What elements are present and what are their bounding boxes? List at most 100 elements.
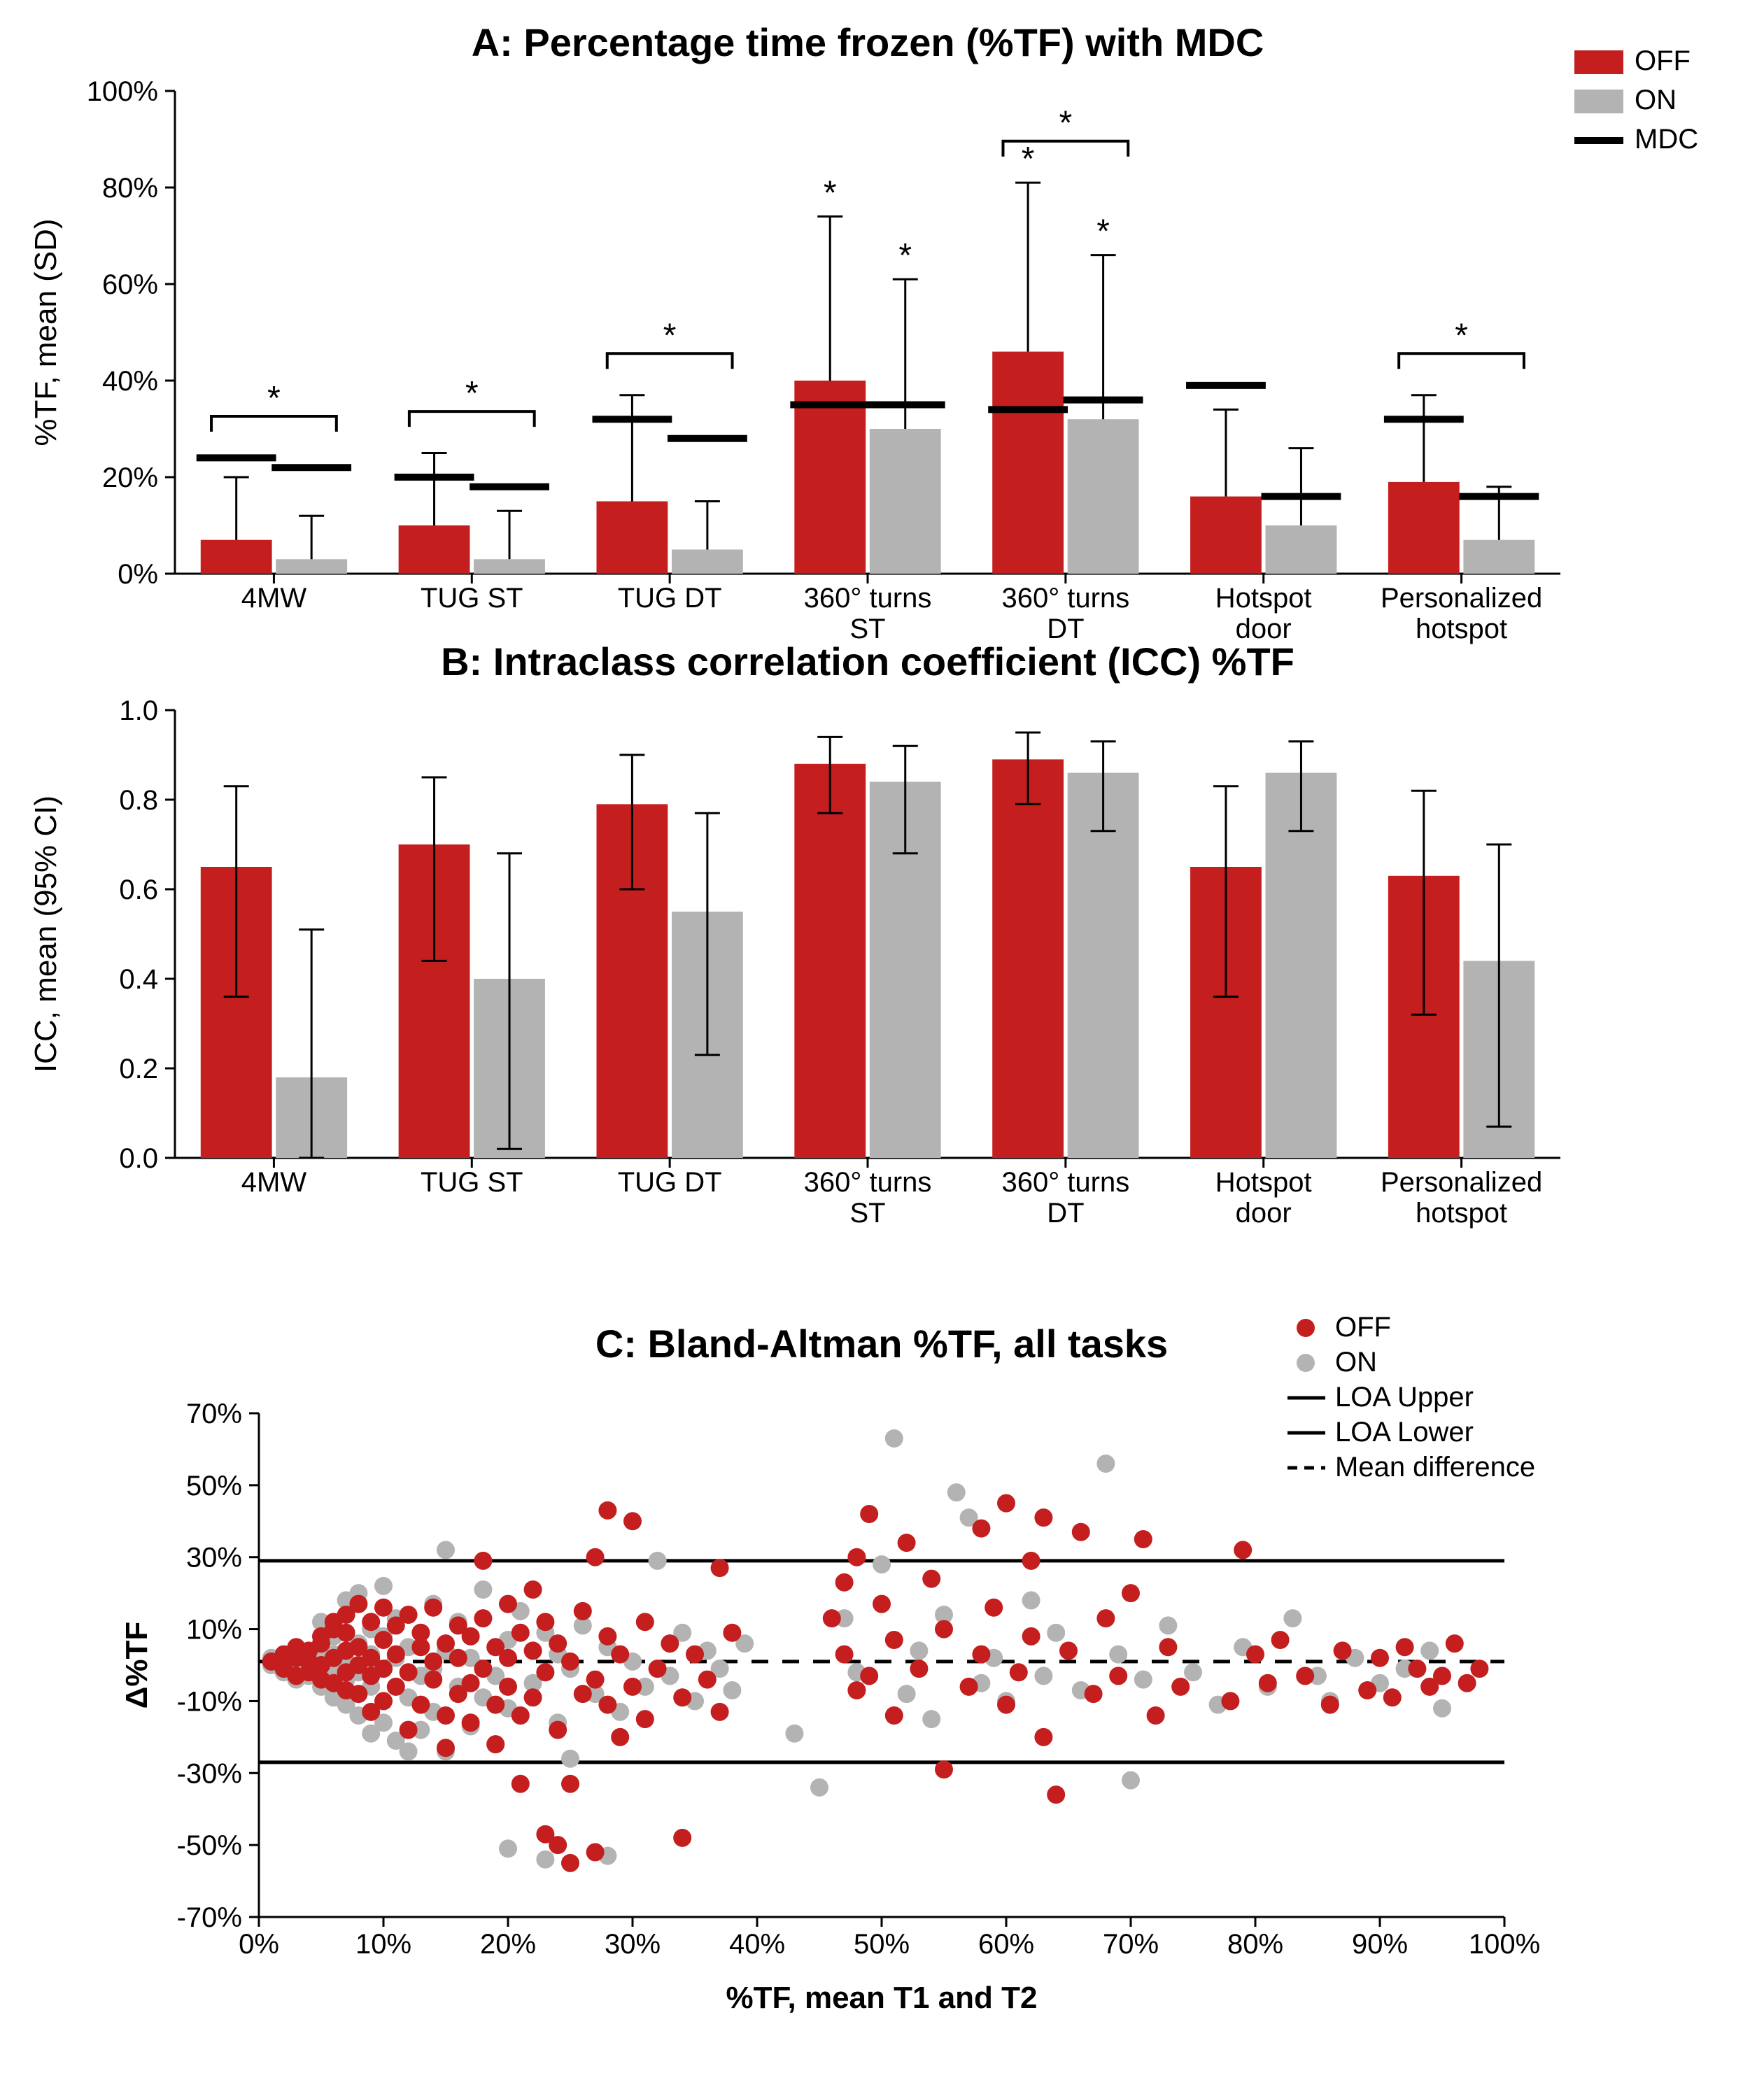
scatter-point-off: [536, 1613, 554, 1631]
xtick-label: 60%: [978, 1929, 1034, 1960]
sig-bracket: [211, 416, 337, 432]
scatter-point-off: [462, 1713, 480, 1732]
ytick-label: 70%: [186, 1399, 242, 1429]
scatter-point-off: [598, 1696, 616, 1714]
scatter-point-off: [873, 1595, 891, 1613]
xtick-label: 360° turnsDT: [1001, 583, 1129, 644]
scatter-point-off: [1109, 1667, 1127, 1685]
scatter-point-on: [785, 1725, 803, 1743]
xtick-label: Personalizedhotspot: [1381, 1167, 1542, 1229]
sig-star: *: [1096, 213, 1110, 250]
scatter-point-on: [1134, 1671, 1152, 1689]
legend-swatch: [1574, 90, 1623, 113]
scatter-point-off: [860, 1667, 878, 1685]
sig-star: *: [898, 237, 912, 274]
scatter-point-off: [1022, 1552, 1040, 1570]
panel-a-title: A: Percentage time frozen (%TF) with MDC: [472, 20, 1264, 64]
scatter-point-off: [623, 1678, 642, 1696]
scatter-point-off: [1221, 1692, 1239, 1710]
xtick-label: 30%: [605, 1929, 661, 1960]
scatter-point-off: [1396, 1638, 1414, 1656]
scatter-point-off: [997, 1696, 1015, 1714]
scatter-point-off: [711, 1559, 729, 1577]
scatter-point-off: [362, 1613, 380, 1631]
scatter-point-off: [387, 1646, 405, 1664]
scatter-point-off: [885, 1631, 903, 1649]
sig-star: *: [1455, 317, 1468, 354]
scatter-point-off: [673, 1829, 691, 1847]
xtick-label: 20%: [480, 1929, 536, 1960]
scatter-point-on: [1283, 1609, 1301, 1627]
scatter-point-on: [561, 1750, 579, 1768]
scatter-point-off: [835, 1573, 854, 1592]
panel-b-bar-off: [992, 759, 1064, 1158]
legend-label: MDC: [1635, 124, 1698, 155]
scatter-point-on: [910, 1641, 928, 1660]
scatter-point-off: [474, 1552, 492, 1570]
scatter-point-off: [561, 1775, 579, 1793]
sig-star: *: [1059, 105, 1073, 142]
scatter-point-on: [649, 1552, 667, 1570]
panel-a-bar-off: [794, 381, 866, 574]
scatter-point-off: [424, 1671, 442, 1689]
scatter-point-off: [847, 1681, 866, 1699]
ytick-label: 80%: [102, 173, 158, 204]
ytick-label: 30%: [186, 1543, 242, 1573]
scatter-point-off: [1271, 1631, 1290, 1649]
panel-b-title: B: Intraclass correlation coefficient (I…: [441, 639, 1294, 684]
scatter-point-off: [462, 1674, 480, 1692]
scatter-point-on: [873, 1555, 891, 1573]
panel-a-bar-off: [992, 352, 1064, 574]
scatter-point-off: [400, 1663, 418, 1681]
panel-a-bar-off: [201, 540, 272, 574]
xtick-label: Personalizedhotspot: [1381, 583, 1542, 644]
scatter-point-on: [1420, 1641, 1439, 1660]
scatter-point-off: [985, 1599, 1003, 1617]
scatter-point-off: [723, 1624, 741, 1642]
legend-label: LOA Upper: [1335, 1382, 1474, 1413]
xtick-label: 70%: [1103, 1929, 1159, 1960]
scatter-point-off: [374, 1631, 393, 1649]
xtick-label: 10%: [355, 1929, 411, 1960]
scatter-point-off: [1085, 1685, 1103, 1703]
scatter-point-off: [586, 1548, 605, 1566]
scatter-point-off: [997, 1494, 1015, 1513]
panel-a-bar-on: [1068, 419, 1139, 574]
ytick-label: 0.6: [119, 875, 158, 905]
scatter-point-off: [711, 1703, 729, 1721]
scatter-point-off: [1159, 1638, 1177, 1656]
xtick-label: 360° turnsST: [804, 583, 932, 644]
panel-a-bar-on: [672, 550, 743, 574]
scatter-point-off: [1383, 1688, 1402, 1706]
scatter-point-off: [511, 1706, 530, 1725]
panel-a-ylabel: %TF, mean (SD): [29, 218, 63, 446]
scatter-point-off: [574, 1685, 592, 1703]
scatter-point-off: [598, 1627, 616, 1646]
scatter-point-off: [374, 1692, 393, 1710]
scatter-point-off: [474, 1660, 492, 1678]
ytick-label: -50%: [177, 1830, 242, 1861]
panel-a-bar-on: [1463, 540, 1534, 574]
xtick-label: TUG ST: [421, 583, 523, 614]
scatter-point-on: [400, 1742, 418, 1760]
scatter-point-off: [1371, 1649, 1389, 1667]
scatter-point-off: [1296, 1667, 1314, 1685]
scatter-point-off: [400, 1606, 418, 1624]
scatter-point-on: [1096, 1455, 1115, 1473]
ytick-label: 0.8: [119, 785, 158, 816]
xtick-label: 50%: [854, 1929, 910, 1960]
panel-a-bar-off: [399, 525, 470, 574]
sig-star: *: [267, 380, 281, 417]
scatter-point-off: [1458, 1674, 1476, 1692]
scatter-point-off: [1034, 1728, 1052, 1746]
scatter-point-off: [337, 1624, 355, 1642]
scatter-point-off: [437, 1634, 455, 1653]
scatter-point-off: [636, 1710, 654, 1728]
legend-label: OFF: [1335, 1312, 1391, 1343]
xtick-label: Hotspotdoor: [1215, 1167, 1312, 1229]
legend-label: ON: [1335, 1347, 1377, 1378]
scatter-point-off: [1446, 1634, 1464, 1653]
xtick-label: 0%: [239, 1929, 279, 1960]
legend-swatch: [1297, 1354, 1315, 1372]
scatter-point-off: [486, 1735, 504, 1753]
